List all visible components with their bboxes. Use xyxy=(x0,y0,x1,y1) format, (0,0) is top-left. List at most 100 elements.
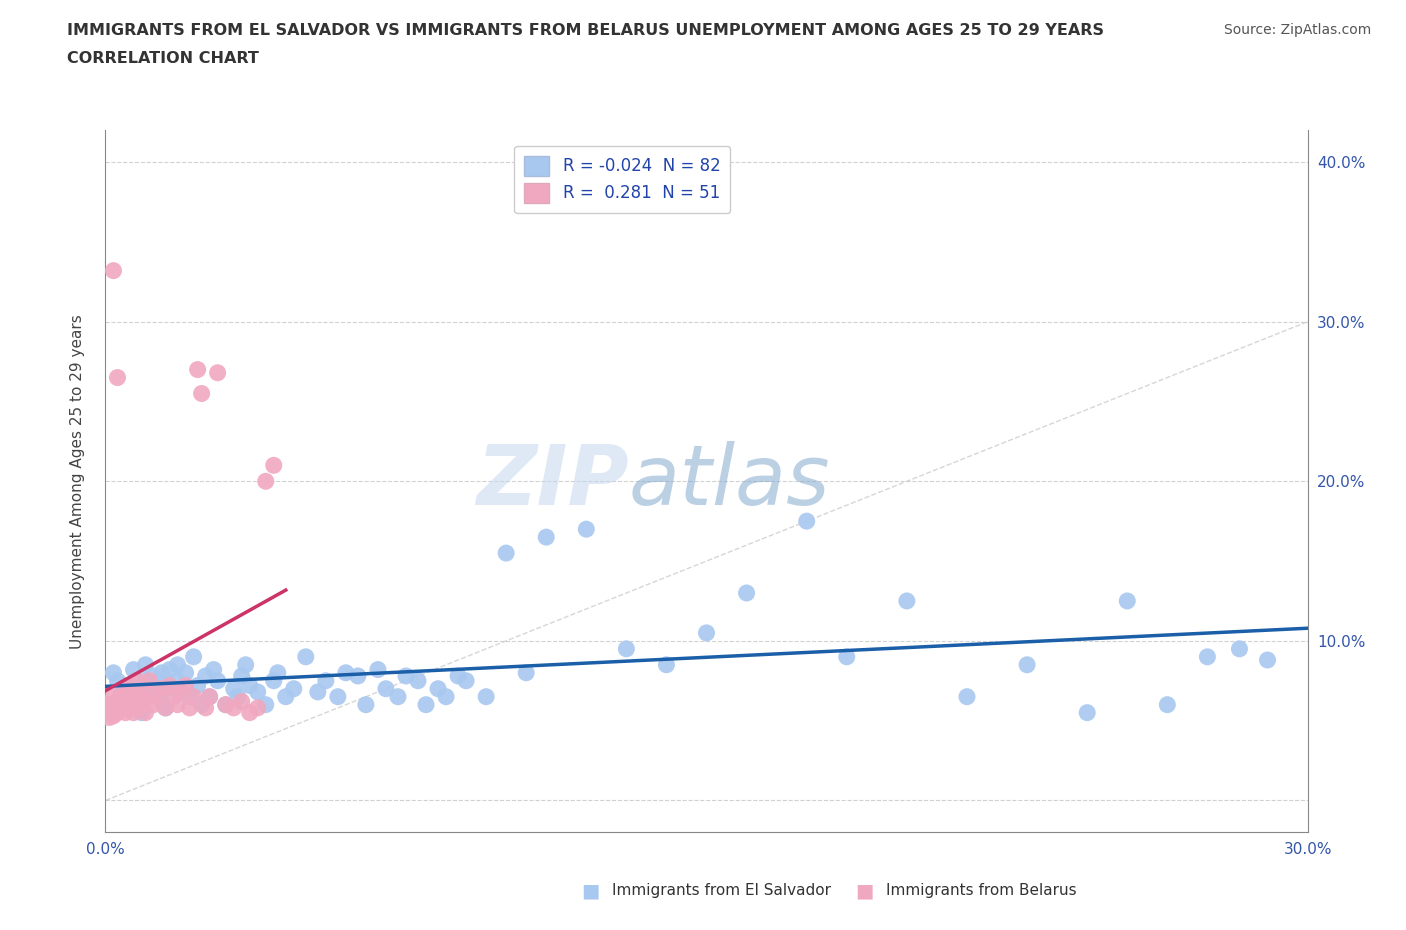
Point xyxy=(1076,705,1098,720)
Point xyxy=(307,684,329,699)
Point xyxy=(122,689,145,704)
Point xyxy=(202,662,225,677)
Point xyxy=(214,698,236,712)
Point xyxy=(107,700,129,715)
Point xyxy=(254,698,277,712)
Point xyxy=(142,669,165,684)
Point xyxy=(326,689,349,704)
Point xyxy=(135,705,157,720)
Point xyxy=(114,678,136,693)
Point xyxy=(138,673,160,688)
Point xyxy=(207,365,229,380)
Point xyxy=(1017,658,1039,672)
Point xyxy=(226,689,249,704)
Point xyxy=(170,684,193,699)
Point xyxy=(162,689,184,704)
Point xyxy=(103,709,125,724)
Point xyxy=(575,522,598,537)
Point xyxy=(142,698,165,712)
Point xyxy=(1257,653,1279,668)
Point xyxy=(114,700,136,715)
Point xyxy=(98,700,121,715)
Point xyxy=(475,689,498,704)
Point xyxy=(142,682,165,697)
Point xyxy=(406,673,429,688)
Point xyxy=(534,530,557,545)
Point xyxy=(183,689,205,704)
Point xyxy=(495,546,517,561)
Point xyxy=(198,689,221,704)
Point xyxy=(1156,698,1178,712)
Point xyxy=(146,689,169,704)
Point xyxy=(98,710,121,724)
Point xyxy=(655,658,678,672)
Text: Immigrants from Belarus: Immigrants from Belarus xyxy=(886,884,1077,898)
Text: ■: ■ xyxy=(581,882,600,900)
Point xyxy=(110,698,132,712)
Point xyxy=(190,698,212,712)
Point xyxy=(263,458,285,472)
Point xyxy=(239,678,262,693)
Point xyxy=(170,684,193,699)
Point xyxy=(222,700,245,715)
Point xyxy=(835,649,858,664)
Point xyxy=(696,626,718,641)
Text: Immigrants from El Salvador: Immigrants from El Salvador xyxy=(612,884,831,898)
Point xyxy=(118,678,141,693)
Point xyxy=(207,673,229,688)
Point xyxy=(103,700,125,715)
Point xyxy=(127,682,149,697)
Point xyxy=(131,698,153,712)
Point xyxy=(214,698,236,712)
Point xyxy=(150,665,173,680)
Point xyxy=(107,370,129,385)
Point xyxy=(267,665,290,680)
Point xyxy=(395,669,418,684)
Point xyxy=(103,665,125,680)
Point xyxy=(118,700,141,715)
Point xyxy=(135,684,157,699)
Point xyxy=(146,684,169,699)
Point xyxy=(427,682,450,697)
Point xyxy=(896,593,918,608)
Point xyxy=(263,673,285,688)
Point xyxy=(94,700,117,715)
Point xyxy=(231,669,253,684)
Point xyxy=(179,700,201,715)
Point xyxy=(103,689,125,704)
Point xyxy=(1229,642,1251,657)
Point xyxy=(110,689,132,704)
Point xyxy=(367,662,389,677)
Point xyxy=(159,662,181,677)
Point xyxy=(1197,649,1219,664)
Point xyxy=(187,362,209,377)
Point xyxy=(174,665,197,680)
Point xyxy=(246,700,269,715)
Point xyxy=(107,694,129,709)
Point xyxy=(166,673,188,688)
Y-axis label: Unemployment Among Ages 25 to 29 years: Unemployment Among Ages 25 to 29 years xyxy=(70,314,84,648)
Point xyxy=(114,689,136,704)
Text: IMMIGRANTS FROM EL SALVADOR VS IMMIGRANTS FROM BELARUS UNEMPLOYMENT AMONG AGES 2: IMMIGRANTS FROM EL SALVADOR VS IMMIGRANT… xyxy=(67,23,1105,38)
Point xyxy=(150,694,173,709)
Point xyxy=(374,682,398,697)
Point xyxy=(1116,593,1139,608)
Text: ZIP: ZIP xyxy=(475,441,628,522)
Point xyxy=(239,705,262,720)
Point xyxy=(135,658,157,672)
Point xyxy=(274,689,297,704)
Point xyxy=(194,700,217,715)
Text: atlas: atlas xyxy=(628,441,830,522)
Point xyxy=(179,689,201,704)
Point xyxy=(162,682,184,697)
Point xyxy=(454,673,477,688)
Point xyxy=(131,689,153,704)
Point xyxy=(183,649,205,664)
Point xyxy=(222,682,245,697)
Point xyxy=(127,700,149,715)
Point xyxy=(110,684,132,699)
Point xyxy=(347,669,370,684)
Point xyxy=(155,700,177,715)
Point xyxy=(159,678,181,693)
Text: CORRELATION CHART: CORRELATION CHART xyxy=(67,51,259,66)
